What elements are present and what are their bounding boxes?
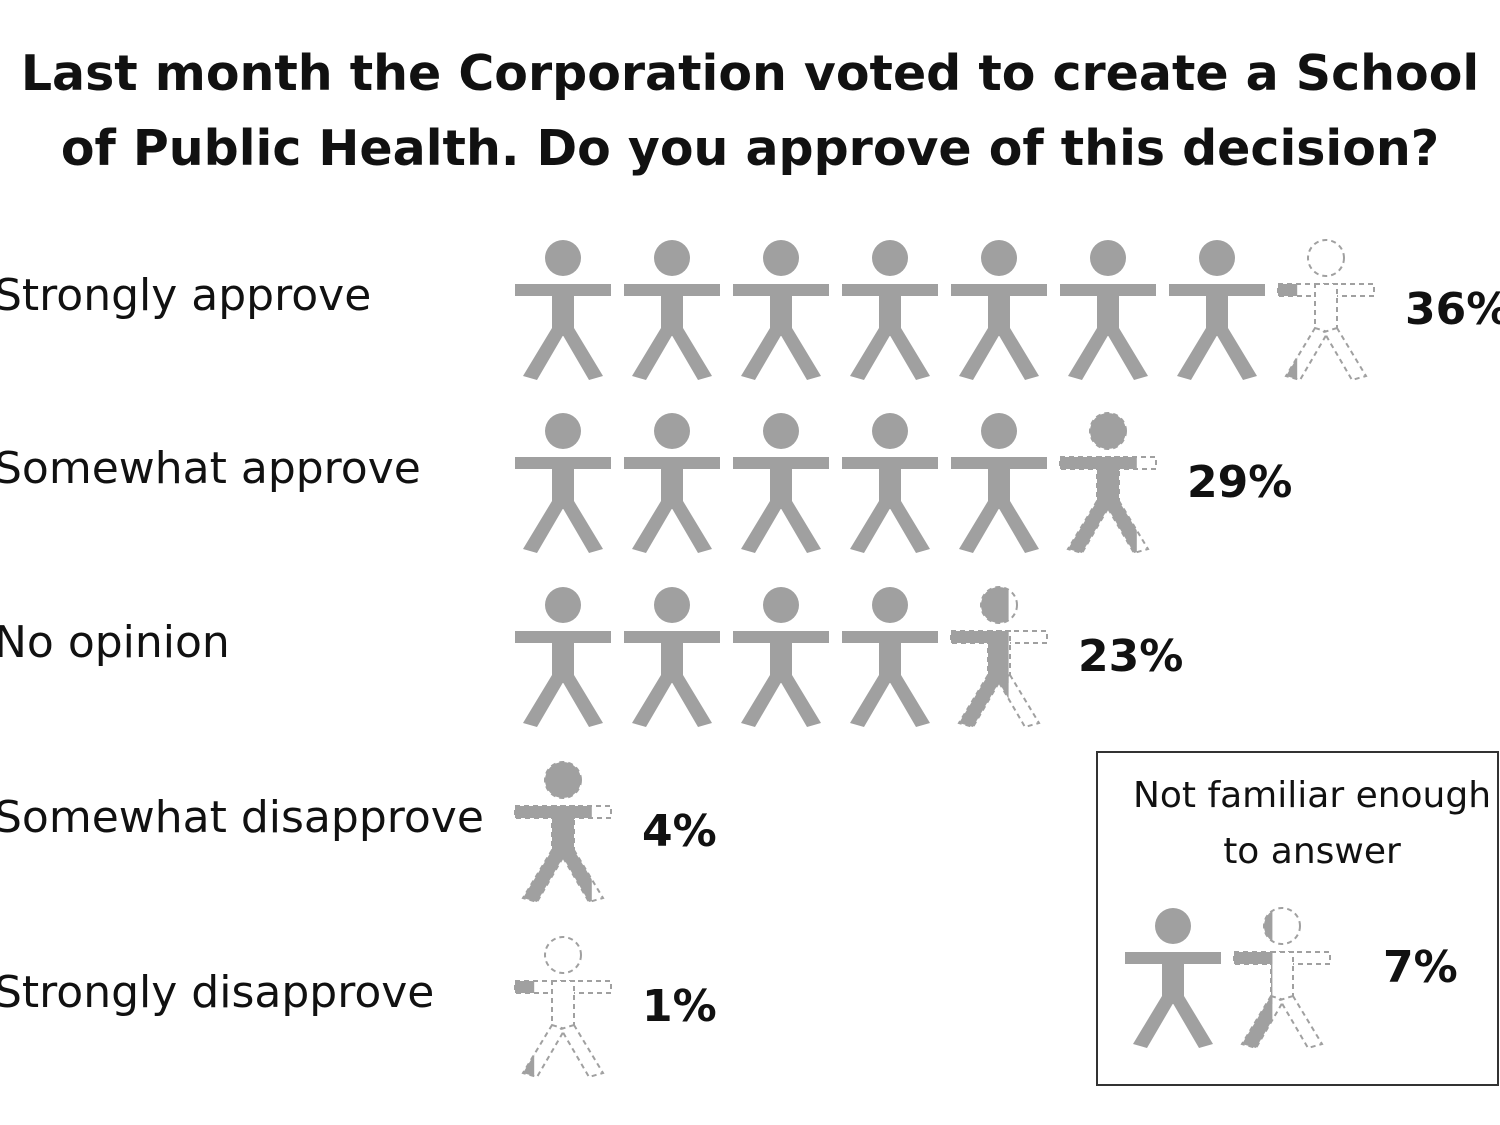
category-label: No opinion xyxy=(0,617,230,668)
person-icon xyxy=(733,240,829,380)
person-icon xyxy=(514,761,612,904)
value-label: 4% xyxy=(642,806,717,857)
person-icon xyxy=(1060,240,1156,380)
person-icon xyxy=(1233,907,1331,1050)
category-label: Somewhat approve xyxy=(0,443,421,494)
person-icon xyxy=(733,413,829,553)
person-icon xyxy=(842,587,938,727)
value-label: 1% xyxy=(642,981,717,1032)
category-label: Strongly disapprove xyxy=(0,967,434,1018)
person-icon xyxy=(1277,239,1375,382)
person-icon xyxy=(733,587,829,727)
value-label: 36% xyxy=(1405,284,1500,335)
person-icon xyxy=(624,587,720,727)
person-icon xyxy=(1125,908,1221,1048)
person-icon xyxy=(951,240,1047,380)
person-icon xyxy=(951,413,1047,553)
person-icon xyxy=(624,413,720,553)
person-icon xyxy=(515,587,611,727)
person-icon xyxy=(1059,412,1157,555)
person-icon xyxy=(1169,240,1265,380)
person-icon xyxy=(515,240,611,380)
inset-box xyxy=(1096,751,1499,1086)
person-icon xyxy=(514,936,612,1079)
value-label: 23% xyxy=(1078,631,1183,682)
person-icon xyxy=(842,240,938,380)
value-label: 29% xyxy=(1187,457,1292,508)
person-icon xyxy=(950,586,1048,729)
person-icon xyxy=(842,413,938,553)
inset-label: Not familiar enough to answer xyxy=(1132,775,1492,872)
value-label: 7% xyxy=(1383,942,1458,993)
person-icon xyxy=(624,240,720,380)
category-label: Strongly approve xyxy=(0,270,371,321)
person-icon xyxy=(515,413,611,553)
chart-title: Last month the Corporation voted to crea… xyxy=(20,45,1480,177)
category-label: Somewhat disapprove xyxy=(0,792,484,843)
